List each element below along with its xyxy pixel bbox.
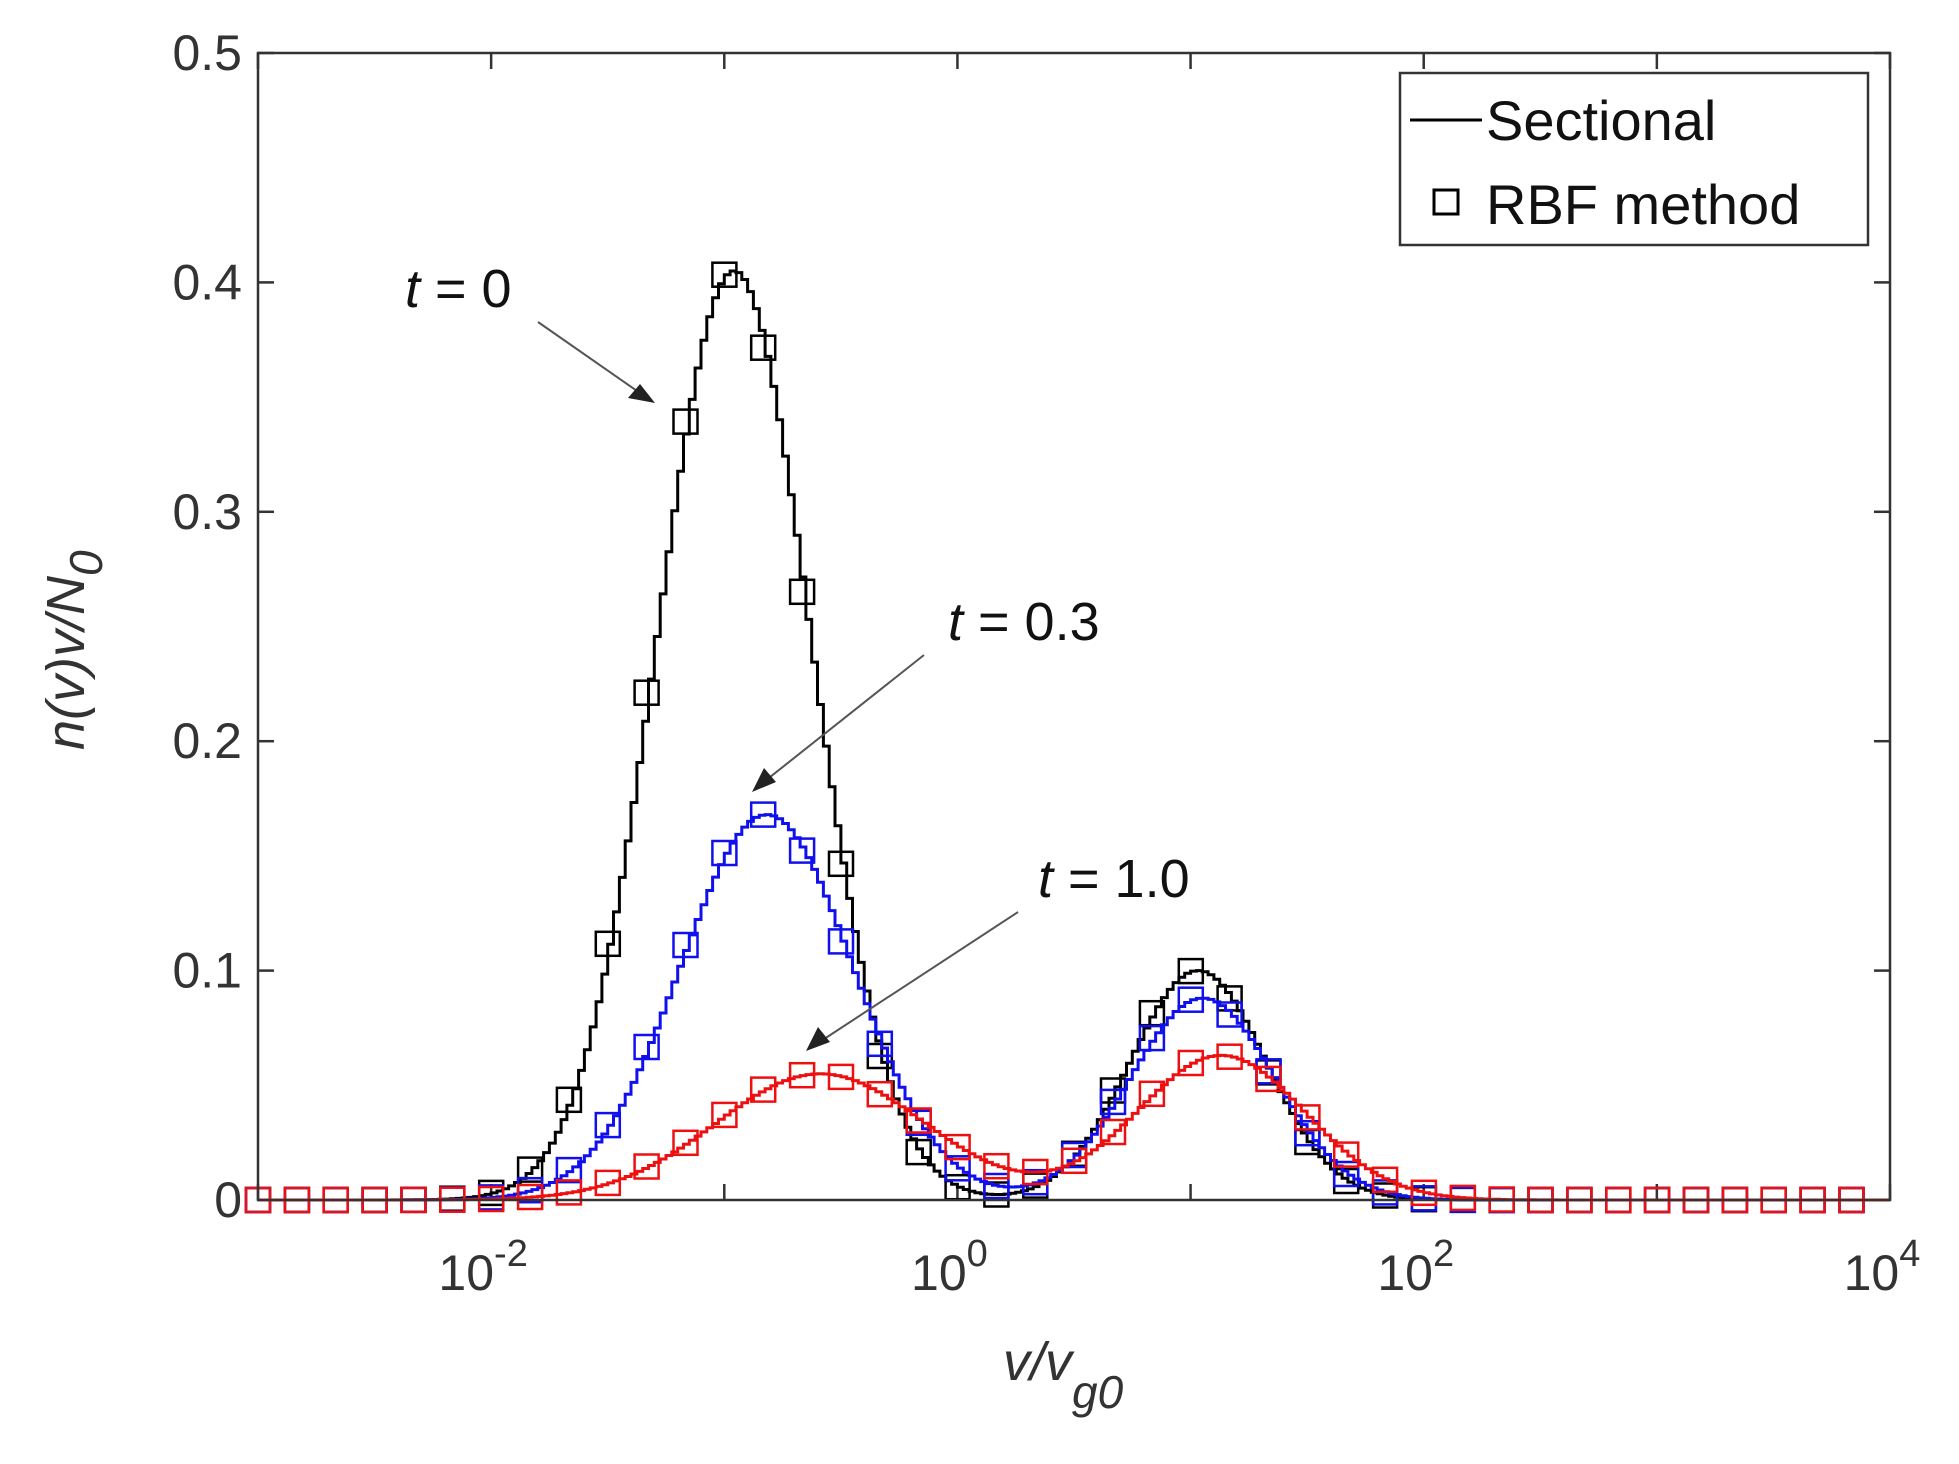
rbf-marker [905, 1107, 932, 1134]
annotation-t0-label: t = 0 [405, 259, 512, 319]
rbf-marker [555, 1156, 583, 1184]
annotation-t10-arrowhead [806, 1027, 830, 1051]
rbf-marker [711, 839, 738, 867]
rbf-marker [905, 1138, 932, 1166]
annotation-t0-arrowhead [628, 384, 655, 403]
series-t=1.0 [244, 1043, 1890, 1214]
annotation-t0: t = 0 [405, 259, 655, 403]
y-tick-label: 0.2 [172, 713, 242, 769]
y-tick-label: 0.4 [172, 254, 242, 310]
annotation-t10-arrow [814, 911, 1019, 1046]
annotation-t10-label: t = 1.0 [1038, 849, 1190, 909]
rbf-marker [1138, 1080, 1166, 1108]
rbf-marker [516, 1183, 544, 1211]
rbf-marker [983, 1172, 1010, 1200]
rbf-marker [749, 801, 777, 828]
rbf-marker [944, 1155, 971, 1182]
rbf-marker [1216, 1001, 1243, 1028]
legend: Sectional RBF method [1398, 71, 1870, 247]
x-tick-label: 102 [1377, 1233, 1454, 1301]
annotation-t03: t = 0.3 [752, 592, 1100, 792]
rbf-marker [1332, 1160, 1360, 1188]
legend-label-rbf: RBF method [1486, 173, 1800, 236]
rbf-marker [983, 1152, 1010, 1180]
rbf-marker [788, 837, 816, 864]
legend-box [1398, 71, 1870, 247]
x-axis-title: v/vg0 [1003, 1332, 1124, 1418]
rbf-marker [594, 1111, 622, 1139]
sectional-line-t=1.0 [258, 1053, 1890, 1202]
legend-square-sample [1432, 188, 1460, 216]
x-tick-label: 104 [1844, 1233, 1921, 1301]
rbf-marker [1216, 1043, 1243, 1070]
rbf-marker [1371, 1166, 1399, 1194]
annotation-t10: t = 1.0 [806, 849, 1190, 1051]
y-tick-label: 0.5 [172, 25, 242, 81]
annotation-t03-label: t = 0.3 [948, 592, 1100, 652]
rbf-marker [672, 1129, 699, 1157]
rbf-marker [827, 850, 855, 878]
rbf-marker [633, 1033, 660, 1061]
plot-frame [256, 51, 1892, 1202]
rbf-marker [1099, 1118, 1127, 1146]
tick-labels: 0 0.1 0.2 0.3 0.4 0.5 10-2 100 102 104 [172, 25, 1920, 1301]
rbf-marker [1410, 1179, 1438, 1207]
rbf-marker [1022, 1158, 1049, 1186]
series-layer [244, 261, 1890, 1214]
rbf-marker [1138, 1024, 1166, 1052]
sectional-line-t=0 [258, 269, 1890, 1202]
y-axis-title-sub: 0 [60, 550, 112, 576]
rbf-marker [1177, 957, 1205, 985]
x-axis-title-main: v/v [1003, 1332, 1075, 1392]
rbf-marker [711, 261, 738, 288]
rbf-marker [788, 578, 816, 606]
rbf-marker [594, 1169, 622, 1197]
rbf-marker [749, 334, 777, 361]
y-axis-title-main: n(v)v/N [36, 575, 96, 750]
rbf-marker [1449, 1184, 1477, 1212]
rbf-marker [827, 928, 855, 955]
rbf-marker [633, 679, 660, 706]
annotation-t03-arrow [759, 654, 925, 786]
rbf-marker [711, 1101, 738, 1129]
rbf-marker [594, 930, 622, 958]
rbf-marker [866, 1080, 894, 1108]
x-tick-label: 100 [911, 1233, 988, 1301]
rbf-marker [633, 1153, 660, 1180]
rbf-marker [555, 1179, 583, 1206]
rbf-marker [1060, 1147, 1088, 1175]
y-axis-title: n(v)v/N0 [36, 550, 112, 750]
rbf-marker [1099, 1088, 1127, 1116]
legend-label-sectional: Sectional [1486, 89, 1716, 152]
y-tick-label: 0.1 [172, 943, 242, 999]
x-axis-title-sub: g0 [1072, 1366, 1124, 1418]
rbf-marker [1177, 986, 1205, 1013]
rbf-marker [1255, 1065, 1282, 1093]
annotation-t03-arrowhead [752, 768, 776, 792]
rbf-marker [788, 1061, 816, 1089]
x-tick-label: 10-2 [438, 1233, 527, 1301]
rbf-marker [672, 931, 699, 959]
rbf-marker [1332, 1141, 1360, 1168]
y-tick-label: 0 [214, 1172, 242, 1228]
rbf-marker [827, 1063, 855, 1091]
rbf-marker [866, 1030, 894, 1058]
y-tick-label: 0.3 [172, 484, 242, 540]
series-t=0 [244, 261, 1890, 1214]
rbf-marker [555, 1086, 583, 1114]
annotation-t0-arrow [537, 321, 651, 401]
rbf-marker [1294, 1104, 1321, 1131]
rbf-marker [516, 1156, 544, 1183]
rbf-marker [749, 1076, 777, 1103]
rbf-marker [1177, 1049, 1205, 1077]
rbf-marker [944, 1133, 971, 1161]
rbf-marker [672, 408, 699, 435]
rbf-marker [1294, 1119, 1321, 1147]
